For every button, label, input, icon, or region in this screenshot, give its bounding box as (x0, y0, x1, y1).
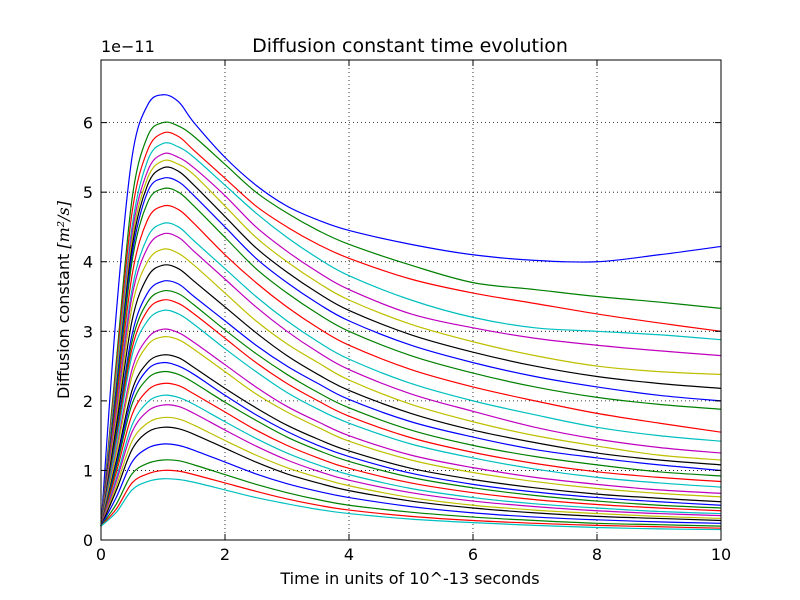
series-line-6 (100, 159, 722, 527)
y-tick-label: 6 (83, 114, 93, 133)
y-tick-label: 2 (83, 392, 93, 411)
x-tick-label: 0 (96, 545, 106, 564)
ticks: 0 2 4 6 8 10 0 1 2 3 4 5 6 (83, 60, 731, 564)
series-line-29 (100, 443, 722, 527)
series-line-20 (100, 336, 722, 527)
series-line-18 (100, 309, 722, 527)
series-line-21 (100, 354, 722, 527)
series-line-12 (100, 232, 722, 527)
y-tick-label: 3 (83, 322, 93, 341)
y-tick-label: 5 (83, 183, 93, 202)
series-line-9 (100, 187, 722, 527)
x-tick-label: 10 (711, 545, 731, 564)
series-line-22 (100, 361, 722, 527)
x-axis-title: Time in units of 10^-13 seconds (279, 569, 539, 588)
series-line-16 (100, 289, 722, 527)
y-axis-title-text: Diffusion constant (54, 249, 73, 399)
series-line-24 (100, 382, 722, 527)
x-tick-label: 8 (592, 545, 602, 564)
series-line-25 (100, 394, 722, 527)
series-line-15 (100, 280, 722, 527)
series-line-19 (100, 328, 722, 527)
series-line-10 (100, 204, 722, 527)
series-line-13 (100, 248, 722, 527)
y-axis-title: Diffusion constant [m²/s] (54, 200, 73, 399)
series-line-11 (100, 222, 722, 527)
series-line-8 (100, 177, 722, 527)
series-line-1 (100, 94, 722, 527)
series-line-27 (100, 416, 722, 527)
series-line-28 (100, 426, 722, 527)
plot-frame (100, 59, 722, 541)
y-axis-units: [m²/s] (54, 200, 73, 248)
series-line-26 (100, 404, 722, 527)
series-line-30 (100, 459, 722, 527)
y-tick-label: 1 (83, 461, 93, 480)
chart-title: Diffusion constant time evolution (252, 35, 568, 57)
series-layer (100, 94, 722, 531)
series-line-4 (100, 142, 722, 527)
series-line-7 (100, 166, 722, 527)
series-line-32 (100, 478, 722, 531)
x-tick-label: 6 (468, 545, 478, 564)
y-offset-label: 1e−11 (101, 37, 155, 56)
y-tick-label: 0 (83, 531, 93, 550)
series-line-5 (100, 152, 722, 527)
x-tick-label: 2 (220, 545, 230, 564)
series-line-14 (100, 264, 722, 527)
y-tick-label: 4 (83, 253, 93, 272)
series-line-23 (100, 370, 722, 527)
series-line-31 (100, 469, 722, 529)
x-tick-label: 4 (344, 545, 354, 564)
series-line-2 (100, 121, 722, 527)
series-line-3 (100, 131, 722, 527)
series-line-17 (100, 299, 722, 527)
